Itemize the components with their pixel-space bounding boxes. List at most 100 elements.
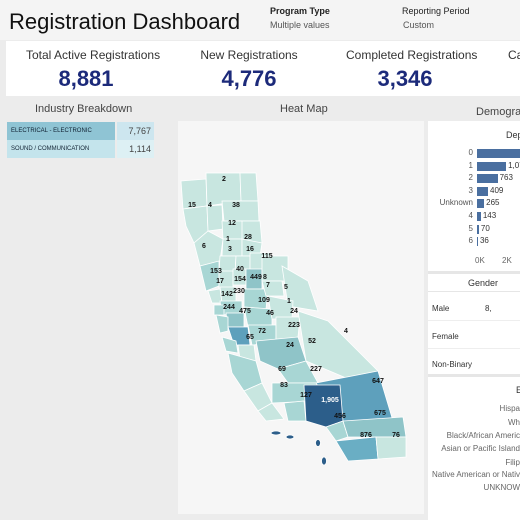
county-label: 28 <box>244 234 252 241</box>
county-label: 69 <box>278 366 286 373</box>
industry-name: ELECTRICAL - ELECTRONIC <box>7 122 115 140</box>
dependents-label: 3 <box>468 185 473 195</box>
county-label: 72 <box>258 328 266 335</box>
kpi-strip: Total Active Registrations 8,881 New Reg… <box>6 41 520 96</box>
dependents-label: 0 <box>468 148 473 157</box>
dependents-value: 70 <box>480 223 490 233</box>
dependents-bar[interactable] <box>477 174 498 184</box>
ethnicity-row[interactable]: UNKNOW <box>483 483 520 492</box>
industry-row[interactable]: ELECTRICAL - ELECTRONIC 7,767 <box>7 122 154 140</box>
divider <box>428 374 520 377</box>
county-label: 7 <box>266 282 270 289</box>
county-label: 153 <box>210 268 222 275</box>
axis-tick: 2K <box>502 256 512 265</box>
dependents-bar[interactable] <box>477 186 489 196</box>
ethnicity-title: E <box>516 385 520 395</box>
county-san-mateo <box>215 314 229 334</box>
county-label: 46 <box>266 310 274 317</box>
county-santa-barbara <box>257 402 285 422</box>
industry-row[interactable]: SOUND / COMMUNICATION 1,114 <box>7 140 154 158</box>
ethnicity-row[interactable]: Black/African Americ <box>446 431 520 440</box>
county-san-diego <box>335 436 379 462</box>
ethnicity-row[interactable]: Wh <box>508 418 520 427</box>
industry-name: SOUND / COMMUNICATION <box>7 140 115 158</box>
axis-tick: 0K <box>475 256 485 265</box>
county-label: 876 <box>360 432 372 439</box>
kpi-completed: Completed Registrations 3,346 <box>346 48 477 92</box>
ethnicity-row[interactable]: Hispa <box>499 404 520 413</box>
kpi-value: 3,346 <box>377 66 433 91</box>
county-santa-cruz <box>221 336 239 354</box>
filter-value[interactable]: Custom <box>403 20 435 30</box>
county-label: 227 <box>310 366 322 373</box>
dependents-label: 2 <box>468 173 473 183</box>
ethnicity-row[interactable]: Filip <box>505 458 520 467</box>
filter-value[interactable]: Multiple values <box>270 20 330 30</box>
program-type-filter[interactable]: Program Type Multiple values <box>270 6 330 30</box>
dependents-bar[interactable] <box>477 212 481 221</box>
reporting-period-filter[interactable]: Reporting Period Custom <box>402 6 470 30</box>
dependents-label: Unknown <box>439 198 473 208</box>
demographics-title: Demogra <box>476 106 520 118</box>
gender-row-non-binary[interactable]: Non-Binary <box>432 360 472 369</box>
gender-label: Male <box>432 304 450 313</box>
dependents-value: 409 <box>490 185 504 195</box>
dependents-bar[interactable] <box>477 149 520 158</box>
county-label: 223 <box>288 322 300 329</box>
county-shasta <box>221 200 260 222</box>
dependents-bar[interactable] <box>477 199 485 209</box>
county-label: 12 <box>228 220 236 227</box>
filter-label: Reporting Period <box>402 6 470 16</box>
kpi-cancelled: Ca <box>508 48 520 62</box>
page-title: Registration Dashboard <box>9 9 241 34</box>
county-label: 6 <box>202 243 206 250</box>
industry-title: Industry Breakdown <box>35 103 133 115</box>
county-modoc <box>239 172 259 202</box>
dependents-label: 1 <box>468 160 473 170</box>
gender-row-female[interactable]: Female <box>432 332 459 341</box>
county-label: 127 <box>300 392 312 399</box>
ethnicity-row[interactable]: Asian or Pacific Island <box>441 444 520 453</box>
county-label: 40 <box>236 266 244 273</box>
dependents-value: 763 <box>499 173 513 183</box>
county-label: 456 <box>334 413 346 420</box>
dependents-value: 265 <box>486 198 500 208</box>
channel-island <box>270 430 282 436</box>
county-label: 65 <box>246 334 254 341</box>
county-glenn-butte <box>221 238 243 257</box>
county-label: 1,905 <box>321 397 339 404</box>
ethnicity-row[interactable]: Native American or Nativ <box>431 470 520 479</box>
channel-island <box>285 434 295 440</box>
dependents-value: 36 <box>479 236 489 246</box>
county-label: 1 <box>287 298 291 305</box>
county-label: 4 <box>344 328 348 335</box>
dependents-value: 1,078 <box>508 160 520 170</box>
heat-map-title: Heat Map <box>280 103 328 115</box>
industry-value: 1,114 <box>117 140 154 158</box>
county-label: 76 <box>392 432 400 439</box>
county-label: 83 <box>280 382 288 389</box>
gender-row-male[interactable]: Male 8, <box>432 304 492 313</box>
county-label: 154 <box>234 276 246 283</box>
dependents-bar[interactable] <box>477 224 479 234</box>
dependents-title: Dep <box>506 130 520 140</box>
heat-map-panel[interactable]: 2 15 4 38 12 28 6 1 3 16 115 153 40 8 17 154 449 7 142 230 5… <box>178 121 424 514</box>
county-label: 1 <box>226 236 230 243</box>
county-label: 38 <box>232 202 240 209</box>
dependents-bar[interactable] <box>477 237 478 247</box>
kpi-label: Ca <box>508 48 520 62</box>
industry-value: 7,767 <box>117 122 154 140</box>
county-label: 5 <box>284 284 288 291</box>
county-imperial <box>375 436 407 460</box>
divider <box>428 271 520 274</box>
dependents-bar[interactable] <box>477 161 507 171</box>
dependents-label: 4 <box>468 211 473 220</box>
county-label: 109 <box>258 297 270 304</box>
county-label: 52 <box>308 338 316 345</box>
channel-island <box>315 439 321 447</box>
gender-label: Female <box>432 332 459 341</box>
dependents-label: 6 <box>468 236 473 246</box>
county-ventura <box>283 400 307 422</box>
